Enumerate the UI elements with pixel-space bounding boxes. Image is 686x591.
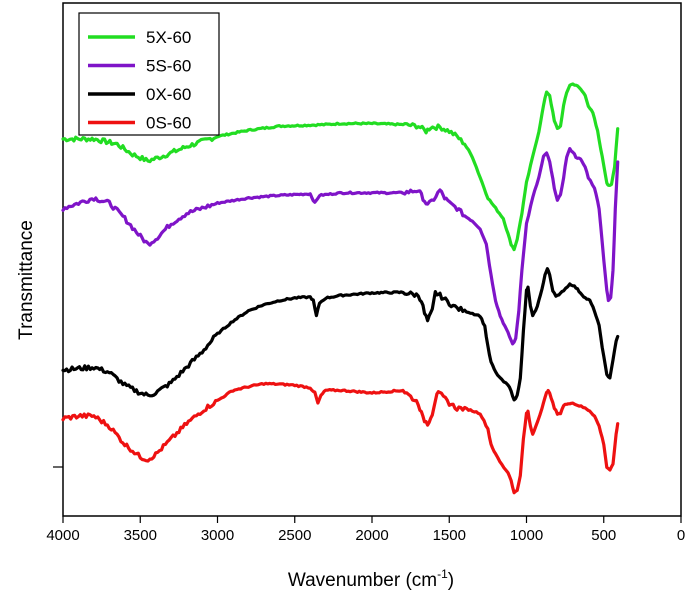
series-line-0X-60	[61, 267, 620, 402]
legend-label: 5X-60	[146, 28, 191, 47]
legend-box	[78, 12, 220, 136]
x-tick-label: 500	[591, 527, 616, 544]
y-axis-title: Transmittance	[16, 220, 37, 340]
x-tick-label: 4000	[46, 527, 79, 544]
x-tick-label: 1000	[510, 527, 543, 544]
x-axis-title: Wavenumber (cm-1)	[288, 567, 454, 591]
x-tick-label: 2500	[278, 527, 311, 544]
legend: 5X-60 5S-60 0X-60 0S-60	[78, 12, 220, 136]
x-axis-title-suffix: )	[448, 570, 454, 591]
series-line-0S-60	[61, 381, 620, 495]
series-line-5X-60	[61, 82, 620, 252]
x-axis-title-superscript: -1	[437, 567, 448, 581]
legend-label: 0S-60	[146, 114, 191, 133]
x-axis-ticks	[62, 516, 682, 523]
x-tick-label: 3000	[201, 527, 234, 544]
legend-label: 0X-60	[146, 85, 191, 104]
x-tick-label: 0	[677, 527, 685, 544]
x-tick-label: 1500	[433, 527, 466, 544]
series-lines	[61, 82, 620, 495]
x-axis-tick-labels: 4000 3500 3000 2500 2000 1500 1000 500 0	[46, 527, 685, 544]
x-tick-label: 3500	[124, 527, 157, 544]
legend-label: 5S-60	[146, 57, 191, 76]
x-tick-label: 2000	[355, 527, 388, 544]
series-line-5S-60	[61, 147, 620, 346]
